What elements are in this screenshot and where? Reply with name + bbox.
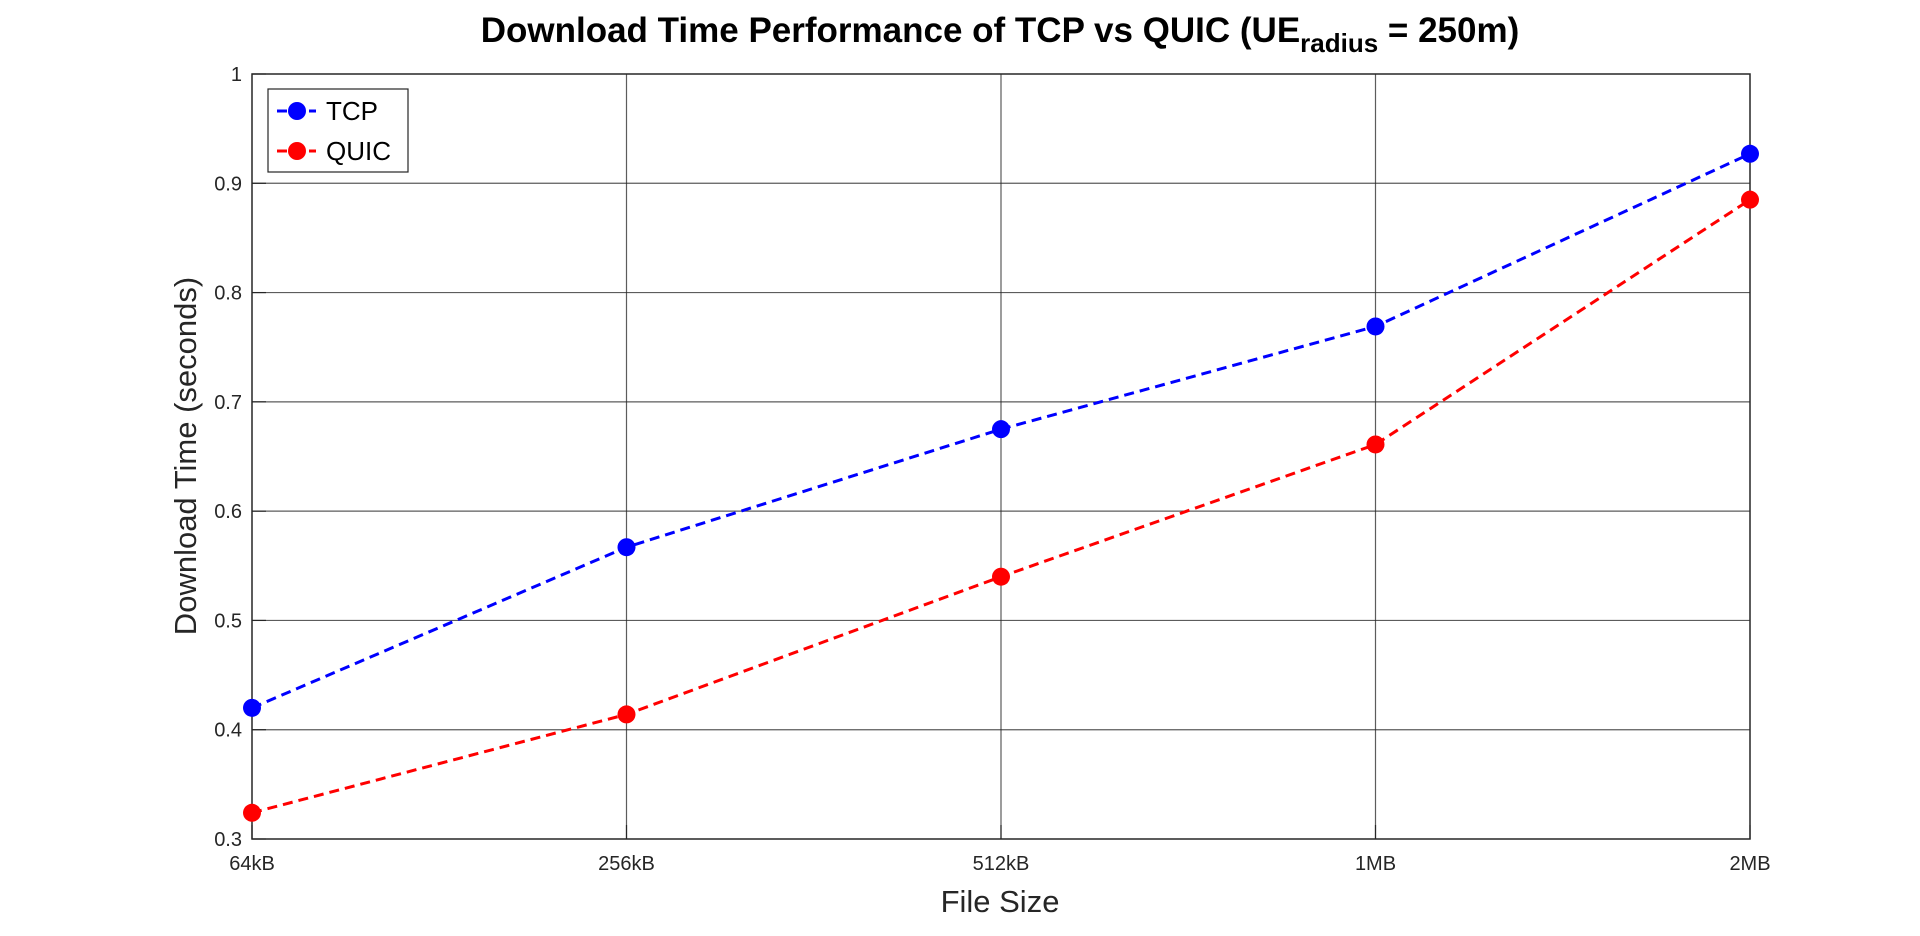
data-point-tcp: [992, 420, 1010, 439]
data-point-tcp: [243, 698, 261, 717]
data-point-tcp: [1741, 144, 1759, 163]
data-series: [243, 144, 1759, 822]
legend-label-tcp: TCP: [326, 96, 378, 126]
y-tick-label: 0.5: [214, 610, 242, 632]
y-tick-label: 0.8: [214, 283, 242, 305]
x-tick-label: 64kB: [229, 853, 275, 875]
data-point-quic: [1366, 435, 1385, 454]
data-point-quic: [1741, 190, 1759, 209]
series-quic: [243, 190, 1759, 822]
x-tick-labels: 64kB 256kB 512kB 1MB 2MB: [229, 853, 1770, 875]
tick-marks: [251, 73, 1751, 840]
data-point-quic: [992, 567, 1010, 586]
x-tick-label: 2MB: [1729, 853, 1770, 875]
legend-marker-quic: [288, 142, 306, 160]
x-tick-label: 512kB: [973, 853, 1030, 875]
legend: TCP QUIC: [267, 88, 409, 173]
y-tick-label: 0.7: [214, 392, 242, 414]
x-tick-label: 1MB: [1355, 853, 1396, 875]
legend-marker-tcp: [288, 102, 306, 120]
legend-label-quic: QUIC: [326, 136, 391, 166]
y-tick-labels: 0.3 0.4 0.5 0.6 0.7 0.8 0.9 1: [214, 64, 242, 851]
series-tcp: [243, 144, 1759, 717]
data-point-tcp: [1366, 317, 1385, 336]
legend-box: [267, 88, 409, 173]
y-tick-label: 0.4: [214, 720, 242, 742]
data-point-quic: [617, 705, 636, 724]
y-tick-label: 0.6: [214, 501, 242, 523]
x-tick-label: 256kB: [598, 853, 655, 875]
x-axis-label: File Size: [941, 884, 1060, 919]
data-point-tcp: [617, 538, 636, 557]
y-tick-label: 0.9: [214, 173, 242, 195]
y-axis-label: Download Time (seconds): [168, 277, 203, 635]
y-tick-label: 0.3: [214, 829, 242, 851]
data-point-quic: [243, 803, 261, 822]
chart-title: Download Time Performance of TCP vs QUIC…: [481, 11, 1520, 58]
y-tick-label: 1: [231, 64, 242, 86]
